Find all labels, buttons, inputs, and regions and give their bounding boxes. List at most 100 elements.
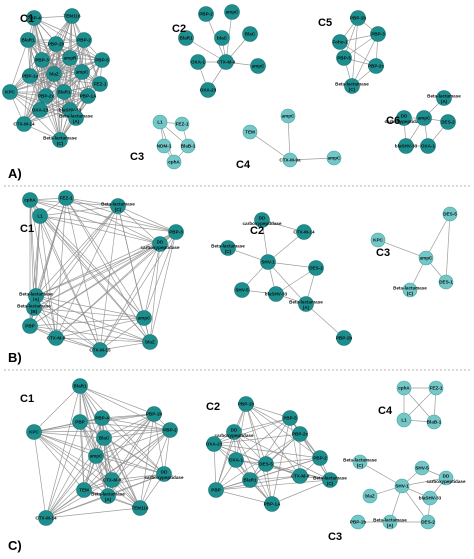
node-label: Beta-lactamase bbox=[427, 94, 461, 99]
network-edge bbox=[215, 433, 301, 491]
node-ndm-1: NDM-1 bbox=[156, 138, 172, 154]
cluster-c1: cphA FEZ-1L1Beta-lactamase(C)DDcarboxypep… bbox=[17, 190, 184, 358]
node-label: L1 bbox=[401, 418, 407, 423]
node-label: TEM116 bbox=[131, 506, 149, 511]
node-label: DD bbox=[161, 470, 168, 475]
node-circle bbox=[22, 192, 38, 208]
node-blar1: BlaR1 bbox=[178, 30, 194, 46]
node-label: PBP bbox=[75, 420, 84, 425]
network-edge bbox=[27, 39, 103, 61]
cluster-c1: PBP-4 TEM116 PBP-2 BlaR1 PBP-1b PBP-3 ampR PBP-… bbox=[2, 8, 110, 148]
node-label: BlaR1 bbox=[179, 36, 192, 41]
node-label: PBP-1b bbox=[48, 42, 65, 47]
node-circle bbox=[94, 410, 110, 426]
node-circle bbox=[22, 318, 38, 334]
node-circle bbox=[174, 116, 190, 132]
network-edge bbox=[215, 479, 331, 491]
node-circle bbox=[72, 378, 88, 394]
node-pbp-2: PBP-2 bbox=[76, 32, 92, 48]
node-des-2: DES-2 bbox=[308, 260, 324, 276]
node-circle bbox=[48, 330, 64, 346]
node-circle bbox=[268, 286, 284, 302]
node-circle bbox=[260, 254, 276, 270]
network-edge bbox=[213, 433, 301, 445]
node-pbp-1a: PBP-1A bbox=[264, 496, 281, 512]
network-edge bbox=[65, 197, 151, 343]
node-beta-lactamase-c: Beta-lactamase(C) bbox=[343, 454, 377, 470]
network-edge bbox=[45, 385, 81, 519]
network-edge bbox=[271, 417, 291, 505]
node-circle bbox=[206, 436, 222, 452]
node-label: (C) bbox=[407, 291, 414, 296]
node-circle bbox=[200, 82, 216, 98]
node-circle bbox=[312, 450, 328, 466]
network-edge bbox=[401, 477, 447, 487]
network-edge bbox=[213, 443, 321, 459]
node-circle bbox=[58, 190, 74, 206]
network-edge bbox=[41, 59, 101, 85]
network-edge bbox=[45, 489, 85, 519]
network-edge bbox=[149, 243, 161, 343]
node-circle bbox=[250, 58, 266, 74]
network-edge bbox=[233, 417, 291, 433]
node-blac: BlaC bbox=[242, 26, 258, 42]
node-label: BlaR1 bbox=[57, 90, 70, 95]
cluster-label: C1 bbox=[20, 13, 34, 25]
cluster-c4: cphA FEZ-1 L1 BlaB-1 C4 bbox=[378, 380, 444, 430]
node-label: Foho-1 bbox=[332, 40, 348, 45]
node-beta-lactamase-c: Beta-lactamase(C) bbox=[211, 240, 245, 256]
node-label: KPC bbox=[5, 90, 15, 95]
node-label: (C) bbox=[349, 87, 356, 92]
network-edge bbox=[103, 437, 109, 497]
network-edge bbox=[103, 429, 171, 439]
node-circle bbox=[398, 138, 414, 154]
node-beta-lactamase-c: Beta-lactamase(C) bbox=[101, 198, 135, 214]
node-circle bbox=[92, 76, 108, 92]
node-label: DD bbox=[401, 114, 408, 119]
node-kpc: KPC bbox=[2, 84, 18, 100]
node-fez-1: FEZ-1 bbox=[174, 116, 190, 132]
node-label: Beta-lactamase bbox=[101, 202, 135, 207]
network-edge bbox=[79, 421, 85, 491]
node-ampc: ampC bbox=[136, 310, 152, 326]
node-circle bbox=[142, 334, 158, 350]
panel-b: B)cphA FEZ-1L1Beta-lactamase(C)DDcarboxyp… bbox=[8, 190, 458, 365]
network-edge bbox=[403, 387, 437, 421]
node-pbp: PBP bbox=[22, 318, 38, 334]
cluster-c5: PBP-1b Foho-1 PBP-3 PBP-5 PBP-2x Beta-lactama… bbox=[318, 10, 386, 94]
node-pbp: PBP bbox=[208, 482, 224, 498]
node-label: PBP-2x bbox=[368, 64, 385, 69]
node-circle bbox=[156, 466, 172, 482]
node-label: carboxypeptidase bbox=[242, 221, 282, 226]
node-label: (A) bbox=[441, 99, 448, 104]
node-label: CTX-M-9a bbox=[279, 158, 301, 163]
node-label: PBP-2 bbox=[77, 38, 91, 43]
node-l1: L1 bbox=[396, 412, 412, 428]
node-pbp-2x: PBP-2x bbox=[38, 88, 55, 104]
node-label: PBP-2x bbox=[38, 94, 55, 99]
node-pbp-1a: PBP-1A bbox=[80, 88, 97, 104]
node-label: carboxypeptidase bbox=[214, 433, 254, 438]
network-edge bbox=[39, 215, 101, 351]
node-circle bbox=[382, 514, 398, 530]
node-circle bbox=[402, 282, 418, 298]
node-circle bbox=[322, 472, 338, 488]
node-label: OXA-1 bbox=[229, 458, 243, 463]
node-cpha: cphA bbox=[22, 192, 38, 208]
network-edge bbox=[55, 337, 151, 343]
node-label: L1 bbox=[157, 120, 163, 125]
node-pbp-4: PBP-4 bbox=[94, 410, 110, 426]
node-fez-1: FEZ-1 bbox=[58, 190, 74, 206]
node-pbp-2: PBP-2 bbox=[162, 422, 178, 438]
node-circle bbox=[352, 454, 368, 470]
network-edge bbox=[35, 295, 151, 343]
node-blar1: BlaR1 bbox=[242, 472, 258, 488]
cluster-label: C6 bbox=[386, 115, 400, 127]
node-circle bbox=[258, 456, 274, 472]
node-ctx-m-9a: CTX-M-9a bbox=[279, 152, 301, 168]
node-label: PBP-5 bbox=[337, 56, 351, 61]
node-label: blaZ bbox=[365, 494, 375, 499]
node-l1: L1 bbox=[152, 114, 168, 130]
node-circle bbox=[198, 6, 214, 22]
